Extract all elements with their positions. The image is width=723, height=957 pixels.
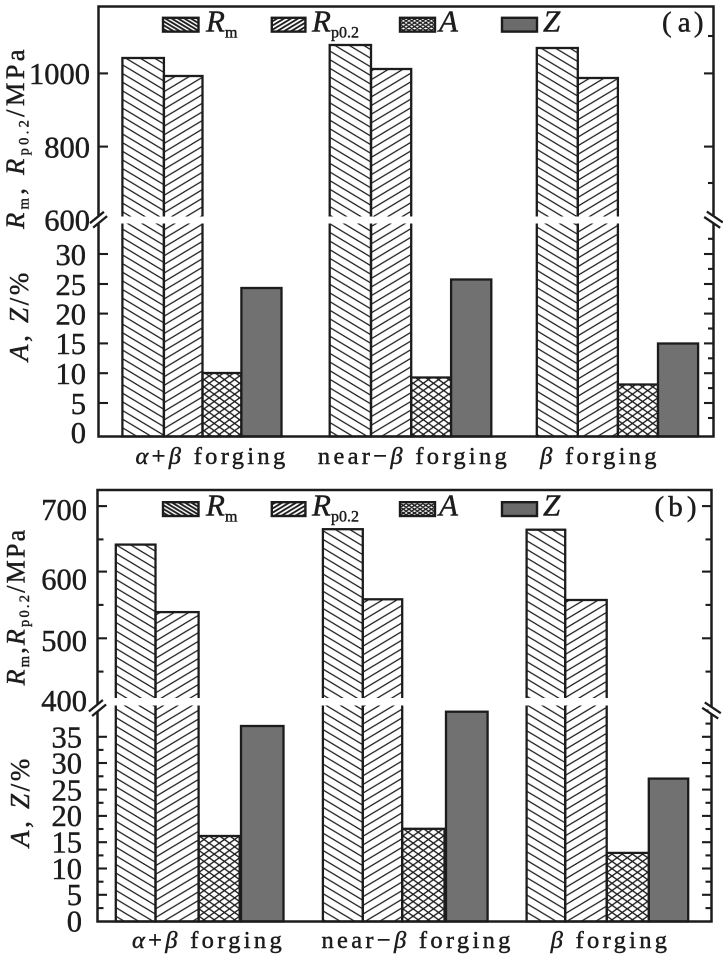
svg-text:β forging: β forging xyxy=(550,927,671,954)
svg-text:Rm,Rp0.2/MPa: Rm,Rp0.2/MPa xyxy=(2,528,33,687)
svg-text:α+β forging: α+β forging xyxy=(135,443,288,470)
svg-text:10: 10 xyxy=(56,357,87,391)
svg-text:0: 0 xyxy=(71,416,86,450)
svg-text:Rm: Rm xyxy=(205,488,238,526)
svg-text:25: 25 xyxy=(56,268,87,302)
svg-text:Z: Z xyxy=(543,3,561,38)
svg-text:10: 10 xyxy=(52,852,83,886)
svg-text:25: 25 xyxy=(52,773,83,807)
svg-text:Rp0.2: Rp0.2 xyxy=(311,3,359,41)
svg-text:15: 15 xyxy=(52,826,83,860)
svg-text:A: A xyxy=(437,488,459,523)
svg-text:(: ( xyxy=(655,491,665,523)
svg-text:): ) xyxy=(694,7,704,39)
svg-text:(: ( xyxy=(662,7,672,39)
svg-text:A: A xyxy=(437,3,459,38)
svg-text:near−β forging: near−β forging xyxy=(318,443,510,470)
svg-text:Rm: Rm xyxy=(205,3,238,41)
svg-text:Z: Z xyxy=(543,488,561,523)
svg-text:Rp0.2: Rp0.2 xyxy=(311,488,359,526)
svg-text:30: 30 xyxy=(56,238,87,272)
svg-text:700: 700 xyxy=(41,493,87,527)
svg-text:0: 0 xyxy=(67,904,82,938)
svg-text:20: 20 xyxy=(52,799,83,833)
svg-text:500: 500 xyxy=(41,624,87,658)
svg-text:30: 30 xyxy=(52,746,83,780)
svg-text:Rm, Rp0.2/MPa: Rm, Rp0.2/MPa xyxy=(0,46,32,230)
svg-text:800: 800 xyxy=(44,130,90,164)
svg-text:35: 35 xyxy=(52,721,83,755)
svg-text:α+β forging: α+β forging xyxy=(132,927,285,954)
svg-text:A, Z/%: A, Z/% xyxy=(5,756,35,849)
svg-text:near−β forging: near−β forging xyxy=(321,927,513,954)
svg-text:A, Z/%: A, Z/% xyxy=(4,270,34,363)
svg-text:5: 5 xyxy=(67,878,82,912)
svg-text:600: 600 xyxy=(44,203,90,237)
svg-text:a: a xyxy=(678,7,691,39)
svg-text:): ) xyxy=(687,491,697,523)
svg-text:600: 600 xyxy=(41,562,87,596)
svg-text:20: 20 xyxy=(56,297,87,331)
svg-text:b: b xyxy=(668,491,683,523)
svg-text:400: 400 xyxy=(41,684,87,718)
svg-text:5: 5 xyxy=(71,387,86,421)
svg-text:15: 15 xyxy=(56,327,87,361)
svg-text:1000: 1000 xyxy=(29,57,90,91)
svg-text:β forging: β forging xyxy=(539,443,660,470)
